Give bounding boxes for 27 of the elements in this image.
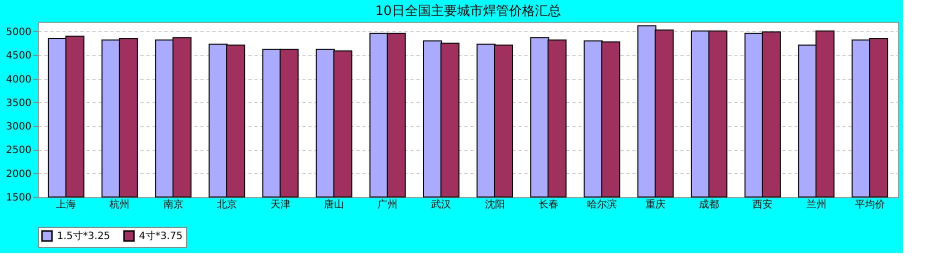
x-tick-label: 广州 <box>378 198 398 210</box>
y-tick-label: 3500 <box>6 98 32 109</box>
x-tick-label: 西安 <box>752 198 773 210</box>
y-tick-label: 5000 <box>6 26 32 38</box>
x-tick-label: 哈尔滨 <box>586 198 617 210</box>
y-tick-label: 2000 <box>6 168 32 180</box>
chart-title: 10日全国主要城市焊管价格汇总 <box>375 3 561 19</box>
x-tick-label: 北京 <box>216 198 237 210</box>
x-tick-label: 武汉 <box>431 198 452 210</box>
x-tick-label: 兰州 <box>806 198 826 210</box>
x-tick-label: 天津 <box>270 198 290 210</box>
x-tick-label: 重庆 <box>646 198 666 210</box>
y-tick-label: 1500 <box>6 192 32 204</box>
y-tick-label: 3000 <box>6 122 32 133</box>
y-tick-label: 4500 <box>6 50 32 62</box>
x-tick-label: 上海 <box>56 198 76 210</box>
y-tick-label: 4000 <box>6 74 32 86</box>
legend-label: 4寸*3.75 <box>139 230 183 242</box>
x-tick-label: 沈阳 <box>484 198 505 210</box>
x-tick-label: 南京 <box>163 198 184 210</box>
x-tick-label: 唐山 <box>324 198 344 210</box>
x-tick-label: 平均价 <box>854 198 885 210</box>
y-tick-label: 2500 <box>6 145 32 156</box>
x-tick-label: 杭州 <box>108 198 130 210</box>
legend-label: 1.5寸*3.25 <box>57 230 110 242</box>
x-tick-label: 成都 <box>699 198 720 210</box>
x-tick-label: 长春 <box>538 198 558 210</box>
